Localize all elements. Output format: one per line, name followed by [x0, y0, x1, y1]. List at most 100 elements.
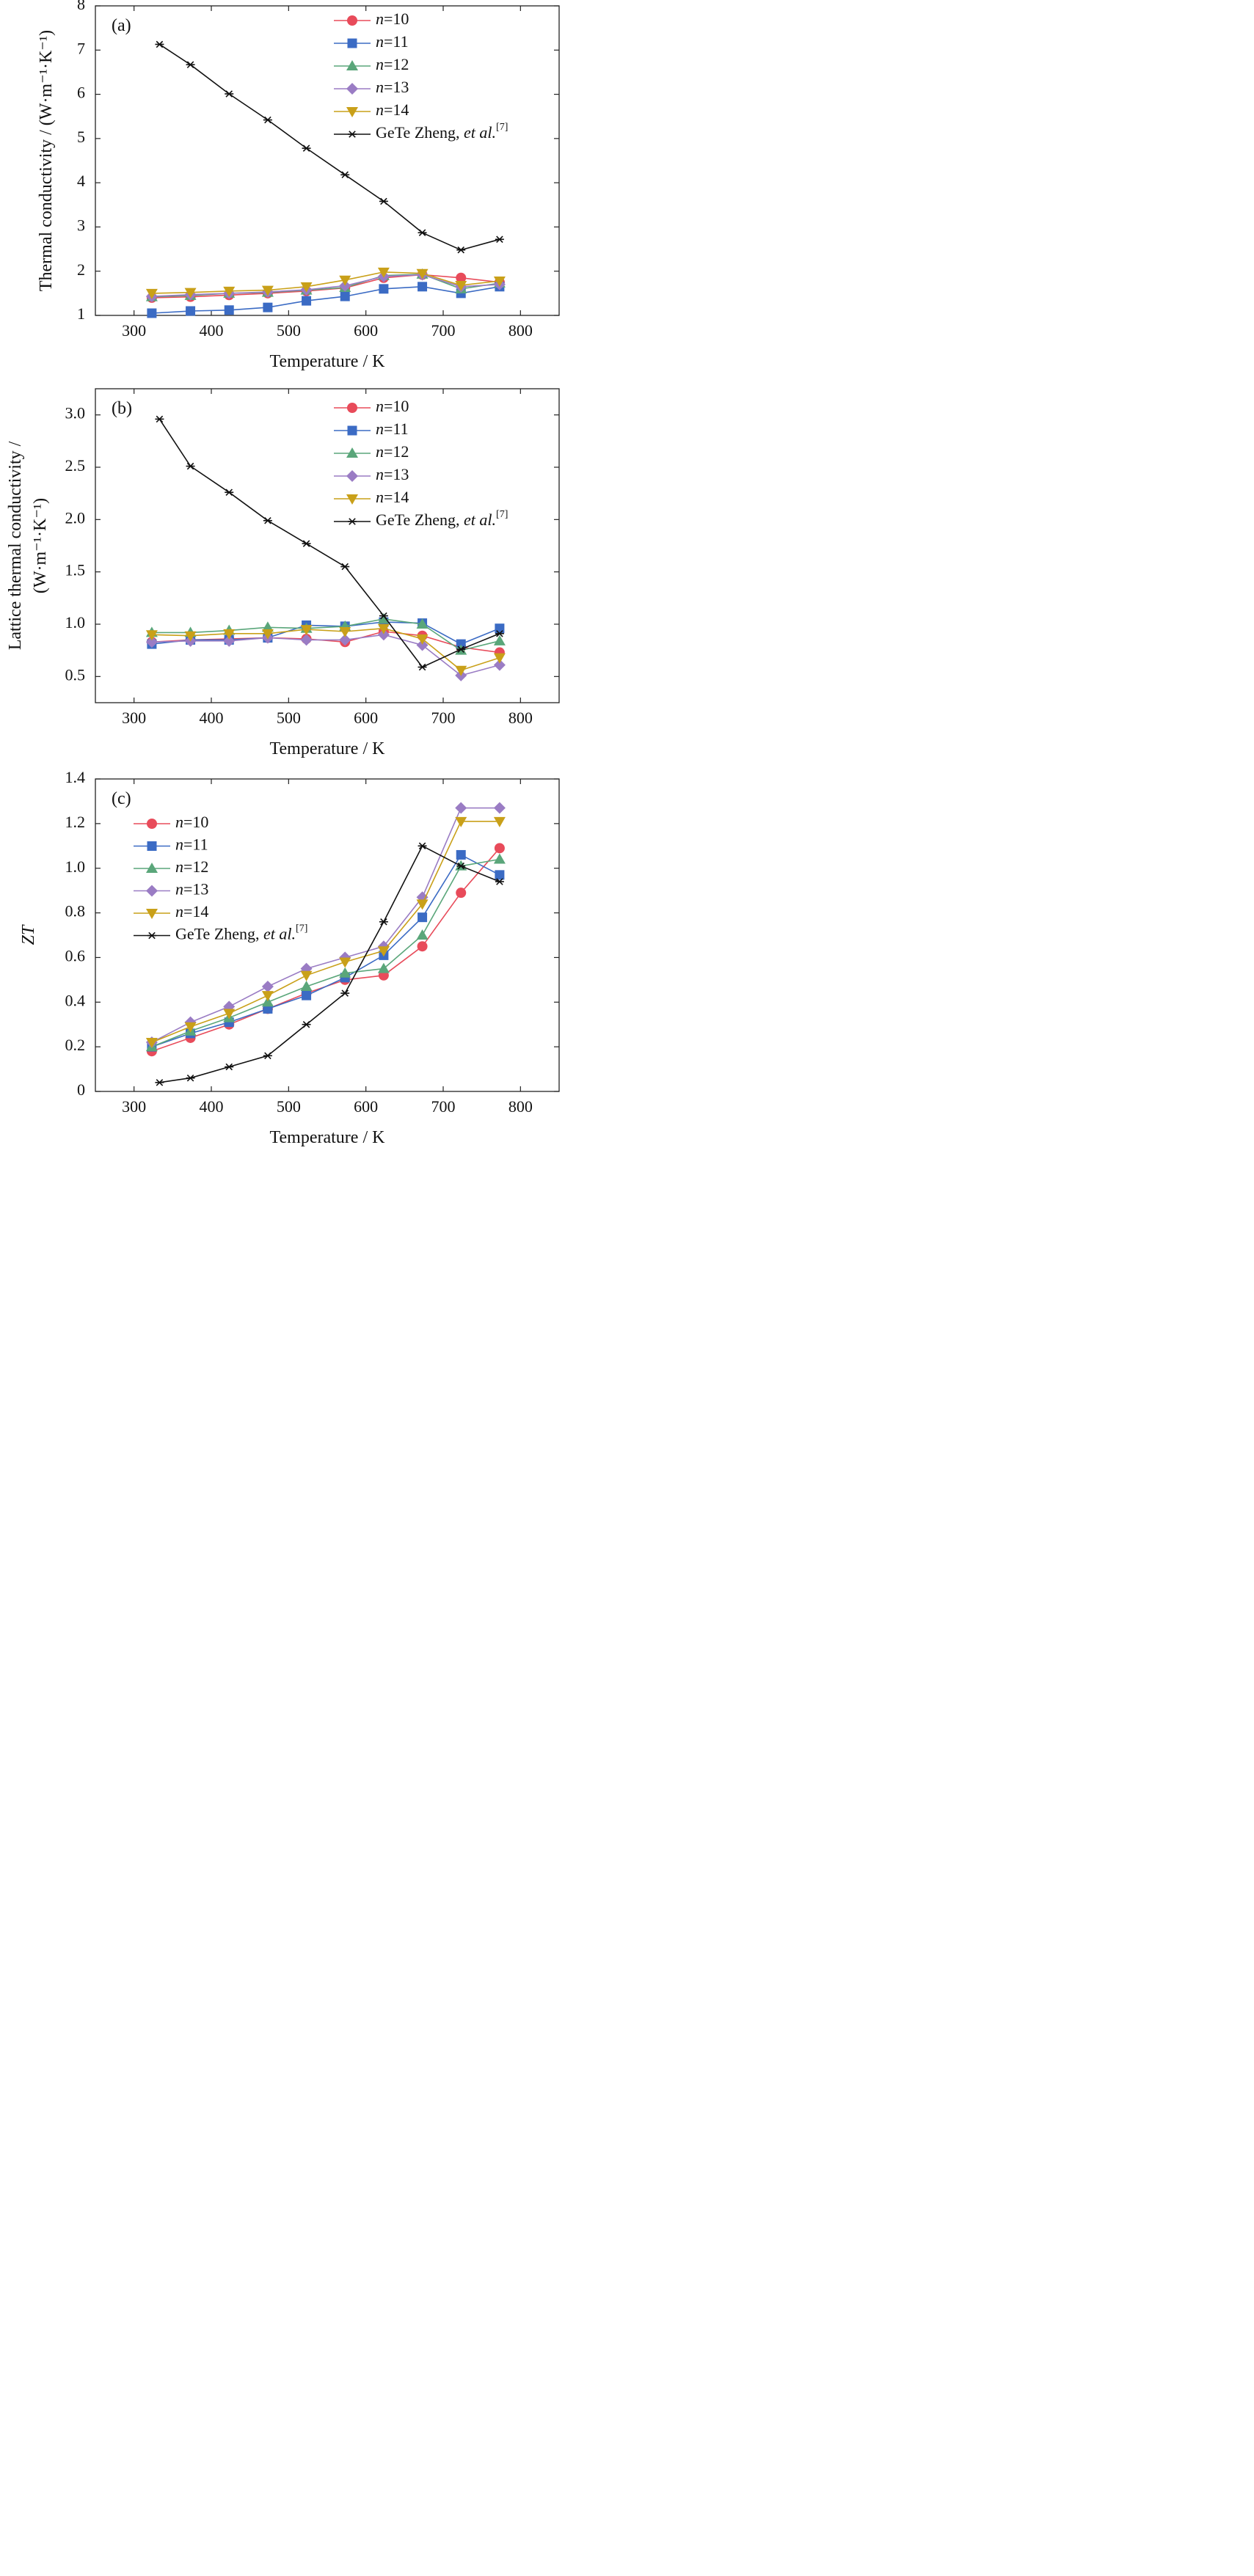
data-point	[456, 272, 467, 283]
y-tick-label: 0.6	[65, 946, 86, 965]
legend-marker	[146, 863, 158, 873]
data-point	[263, 302, 273, 312]
series-5	[145, 816, 506, 1049]
data-point	[302, 144, 311, 152]
legend-marker	[346, 60, 358, 70]
data-point	[379, 284, 389, 294]
series-line	[151, 821, 500, 1043]
data-point	[493, 653, 506, 664]
series-4	[145, 629, 506, 681]
x-tick-label: 300	[122, 709, 146, 727]
legend-item: n=11	[334, 420, 409, 438]
legend-item: n=10	[134, 813, 208, 831]
y-tick-label: 6	[77, 84, 85, 102]
data-point	[225, 489, 234, 497]
legend-marker	[346, 83, 358, 95]
data-point	[417, 941, 428, 952]
y-axis-title: ZT	[19, 924, 38, 945]
series-line	[151, 634, 500, 676]
series-line	[151, 618, 500, 651]
legend-item: n=14	[334, 488, 409, 506]
legend-item: n=12	[334, 55, 409, 73]
legend-marker	[348, 518, 357, 525]
data-point	[416, 618, 429, 629]
legend-label: n=11	[376, 420, 409, 438]
data-point	[300, 625, 313, 636]
legend-label: n=13	[175, 880, 208, 899]
data-point	[418, 912, 428, 923]
legend-item: n=13	[134, 880, 208, 899]
y-tick-label: 8	[77, 0, 85, 13]
data-point	[339, 634, 351, 646]
data-point	[418, 842, 427, 850]
x-tick-label: 500	[277, 709, 301, 727]
data-point	[495, 630, 504, 637]
legend-item: n=13	[334, 465, 409, 483]
x-tick-label: 300	[122, 1097, 146, 1116]
data-point	[300, 970, 313, 981]
data-point	[300, 980, 313, 991]
legend-marker	[146, 909, 158, 919]
data-point	[495, 878, 504, 885]
chart-panel-3: 300 400 500 600 700 800 0 0.2 0.4 0.6 0.8 1.0 1.2 1.4…	[19, 768, 560, 1147]
data-point	[184, 631, 197, 642]
series-line	[151, 807, 500, 1043]
data-point	[377, 962, 390, 973]
series-line	[151, 858, 500, 1047]
data-point	[493, 659, 506, 671]
y-axis-title: Lattice thermal conductivity / (W·m⁻¹·K⁻¹…	[6, 441, 50, 650]
series-line	[151, 621, 500, 645]
data-point	[339, 275, 351, 286]
data-point	[155, 40, 164, 48]
legend-item: GeTe Zheng, et al.[7]	[134, 923, 307, 943]
data-point	[416, 268, 429, 279]
series-line	[151, 847, 500, 1052]
chart-panel-1: 300 400 500 600 700 800 1 2 3 4 5 6 7 8 Temperature / …	[37, 0, 560, 371]
data-point	[261, 629, 274, 640]
x-tick-label: 400	[200, 1097, 224, 1116]
plot-frame	[95, 778, 560, 1092]
x-tick-label: 600	[354, 321, 378, 340]
series-line	[159, 845, 500, 1083]
series-line	[158, 43, 500, 251]
y-tick-label: 0	[77, 1080, 85, 1099]
series-1	[146, 626, 505, 658]
data-point	[493, 816, 506, 827]
data-point	[145, 630, 158, 641]
data-point	[223, 1009, 236, 1020]
legend-label: n=14	[376, 488, 409, 506]
y-tick-label: 1.4	[65, 768, 86, 786]
legend-item: n=14	[334, 100, 409, 119]
data-point	[186, 61, 195, 68]
y-tick-label: 0.8	[65, 902, 86, 921]
data-point	[261, 621, 274, 632]
data-point	[455, 281, 467, 292]
data-point	[495, 870, 505, 880]
series-line	[158, 418, 500, 668]
legend-item: GeTe Zheng, et al.[7]	[334, 122, 508, 142]
data-point	[302, 296, 312, 306]
x-tick-label: 700	[431, 321, 456, 340]
data-point	[263, 116, 272, 124]
x-tick-label: 500	[277, 1097, 301, 1116]
y-tick-label: 1.2	[65, 813, 86, 831]
data-point	[184, 288, 197, 299]
data-point	[416, 639, 429, 651]
data-point	[455, 802, 467, 814]
data-point	[186, 1074, 195, 1082]
data-point	[302, 1020, 311, 1028]
legend-item: n=14	[134, 902, 208, 921]
legend-item: n=11	[134, 835, 208, 854]
y-tick-label: 7	[77, 39, 85, 57]
data-point	[377, 267, 390, 278]
data-point	[225, 1063, 234, 1071]
y-tick-label: 5	[77, 128, 85, 146]
series-line	[151, 274, 500, 297]
data-point	[379, 612, 388, 620]
series-6	[155, 40, 504, 254]
legend-marker	[147, 819, 157, 829]
x-tick-label: 700	[431, 1097, 456, 1116]
y-tick-label: 1.0	[65, 613, 86, 632]
legend-label: n=12	[376, 55, 409, 73]
plot-frame	[95, 388, 560, 703]
